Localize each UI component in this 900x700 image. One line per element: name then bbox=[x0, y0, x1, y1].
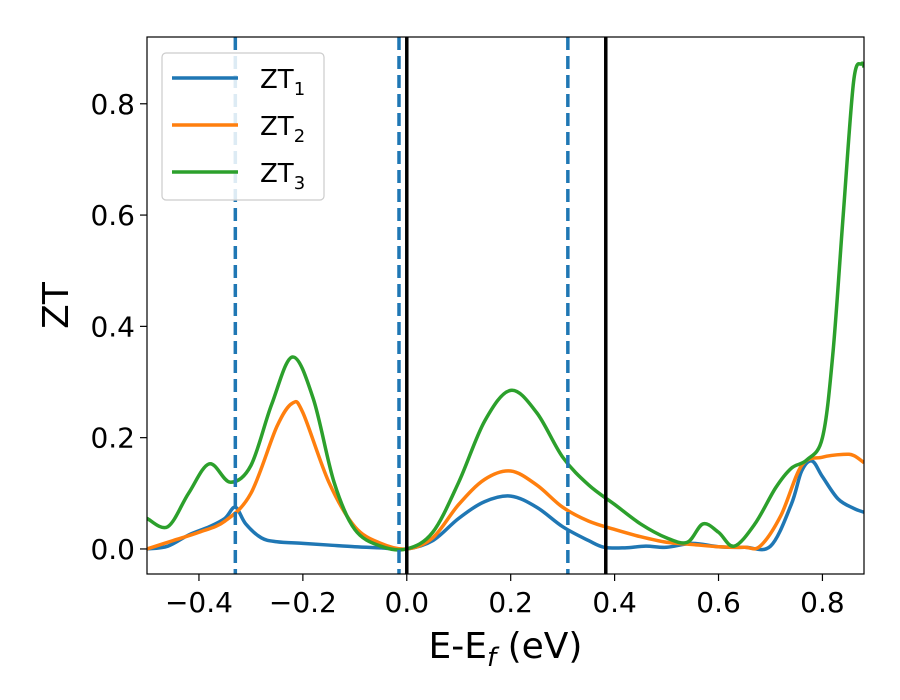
y-tick-label: 0.8 bbox=[90, 88, 135, 121]
x-tick-label: −0.4 bbox=[165, 586, 233, 619]
legend-label-3: ZT3 bbox=[260, 159, 305, 194]
axes: −0.4 −0.2 0.0 0.2 0.4 0.6 0.8 0.0 0.2 0.4 0.6 0.8 E-… bbox=[36, 36, 865, 673]
legend-label-1: ZT1 bbox=[260, 65, 305, 100]
x-tick-label: 0.2 bbox=[488, 586, 533, 619]
legend: ZT1 ZT2 ZT3 bbox=[161, 52, 325, 201]
y-tick-label: 0.0 bbox=[90, 533, 135, 566]
y-axis-label: ZT bbox=[36, 281, 77, 329]
axes-frame bbox=[146, 36, 865, 575]
x-tick-label: 0.0 bbox=[385, 586, 430, 619]
y-tick-label: 0.6 bbox=[90, 199, 135, 232]
plot-area bbox=[147, 37, 864, 574]
y-tick-label: 0.4 bbox=[90, 310, 135, 343]
x-tick-label: −0.2 bbox=[269, 586, 337, 619]
series-line-2 bbox=[147, 399, 864, 551]
legend-label-2: ZT2 bbox=[260, 112, 305, 147]
y-tick-label: 0.2 bbox=[90, 422, 135, 455]
x-tick-label: 0.4 bbox=[592, 586, 637, 619]
series-line-1 bbox=[147, 459, 864, 552]
x-tick-label: 0.8 bbox=[800, 586, 845, 619]
x-axis-label: E-Ef (eV) bbox=[429, 626, 583, 673]
legend-box bbox=[161, 52, 325, 201]
x-tick-label: 0.6 bbox=[696, 586, 741, 619]
